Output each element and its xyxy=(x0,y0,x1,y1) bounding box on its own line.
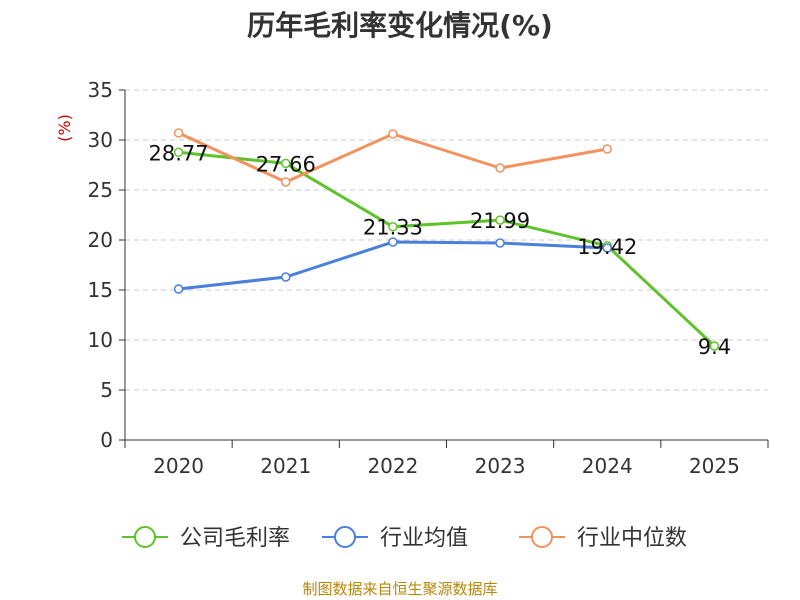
y-tick-label: 25 xyxy=(88,178,113,202)
data-point xyxy=(602,243,612,253)
data-label: 27.66 xyxy=(256,152,316,176)
data-label: 9.4 xyxy=(698,335,731,359)
series-line-1 xyxy=(178,240,608,291)
x-tick-label: 2021 xyxy=(260,454,311,478)
x-tick-label: 2024 xyxy=(582,454,633,478)
y-tick-label: 15 xyxy=(88,278,113,302)
data-point xyxy=(173,128,184,138)
y-axis-label: (%) xyxy=(55,114,74,142)
data-point xyxy=(281,177,291,187)
data-point xyxy=(173,284,184,294)
y-tick-label: 20 xyxy=(88,228,113,252)
y-tick-label: 10 xyxy=(88,328,113,352)
y-tick-label: 30 xyxy=(88,128,113,152)
data-point xyxy=(281,272,291,282)
data-point xyxy=(495,238,505,248)
y-tick-label: 35 xyxy=(88,78,113,102)
legend-label: 行业均值 xyxy=(380,526,468,551)
x-tick-label: 2020 xyxy=(153,454,204,478)
legend-label: 行业中位数 xyxy=(577,526,687,551)
legend: 公司毛利率 行业均值 行业中位数 xyxy=(122,526,687,551)
legend-label: 公司毛利率 xyxy=(180,526,290,551)
grid-lines xyxy=(125,89,768,391)
data-label: 28.77 xyxy=(149,141,209,165)
series-lines xyxy=(173,128,720,351)
data-label: 19.42 xyxy=(577,235,637,259)
series-line-0 xyxy=(178,150,716,348)
x-tick-label: 2023 xyxy=(475,454,526,478)
data-label: 21.99 xyxy=(470,209,530,233)
data-point xyxy=(388,129,398,139)
data-point xyxy=(602,144,612,154)
legend-marker xyxy=(134,526,156,548)
legend-marker xyxy=(334,526,356,548)
y-tick-label: 0 xyxy=(100,428,113,452)
data-point xyxy=(173,147,184,158)
data-point xyxy=(495,215,505,225)
data-point xyxy=(495,163,505,173)
data-point xyxy=(388,221,398,232)
legend-marker xyxy=(531,526,553,548)
data-labels: 28.77 27.66 21.33 21.99 19.42 9.4 xyxy=(149,141,732,359)
source-note: 制图数据来自恒生聚源数据库 xyxy=(302,580,498,598)
data-point xyxy=(709,341,720,351)
x-tick-label: 2025 xyxy=(689,454,740,478)
data-label: 21.33 xyxy=(363,216,423,240)
data-point xyxy=(281,158,291,169)
chart-title: 历年毛利率变化情况(%) xyxy=(247,9,553,42)
data-point xyxy=(388,237,398,247)
y-tick-label: 5 xyxy=(100,378,113,402)
x-tick-label: 2022 xyxy=(367,454,418,478)
